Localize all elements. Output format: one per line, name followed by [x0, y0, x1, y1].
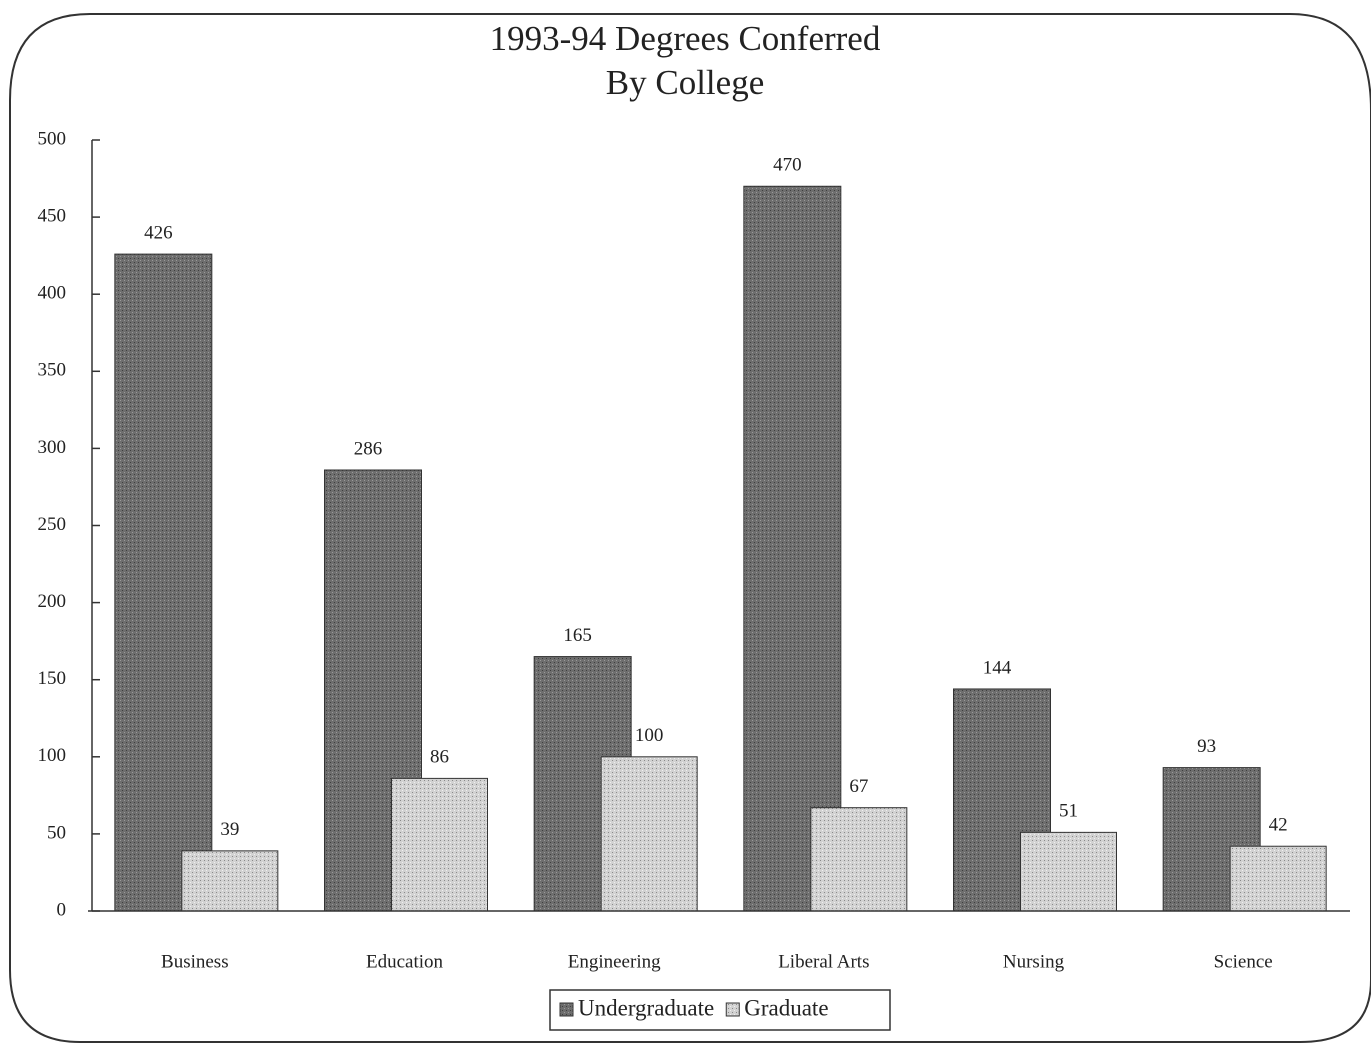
- x-tick-label: Education: [366, 951, 444, 972]
- y-tick-label: 400: [38, 283, 67, 304]
- data-label: 93: [1197, 736, 1216, 757]
- x-tick-label: Nursing: [1003, 951, 1065, 972]
- chart-subtitle: By College: [606, 63, 764, 102]
- chart-title: 1993-94 Degrees Conferred: [490, 19, 881, 58]
- frame: [9, 13, 1371, 1043]
- data-label: 100: [635, 725, 664, 746]
- y-tick-label: 100: [38, 745, 67, 766]
- x-tick-label: Liberal Arts: [778, 951, 869, 972]
- data-label: 67: [849, 776, 868, 797]
- y-tick-label: 450: [38, 205, 67, 226]
- bar: [114, 253, 213, 912]
- x-tick-label: Science: [1214, 951, 1273, 972]
- y-tick-label: 50: [47, 822, 66, 843]
- y-tick-label: 300: [38, 437, 67, 458]
- legend: [549, 989, 891, 1031]
- y-tick-label: 500: [38, 128, 67, 149]
- legend-label: Graduate: [744, 995, 828, 1020]
- bar: [743, 185, 842, 912]
- y-tick-label: 0: [57, 899, 67, 920]
- x-tick-label: Business: [161, 951, 229, 972]
- data-label: 426: [144, 222, 173, 243]
- data-label: 144: [983, 657, 1012, 678]
- data-label: 470: [773, 155, 802, 176]
- bar: [181, 850, 279, 912]
- data-label: 51: [1059, 801, 1078, 822]
- legend-label: Undergraduate: [578, 995, 714, 1020]
- legend-swatch: [559, 1002, 574, 1017]
- data-label: 86: [430, 747, 449, 768]
- data-label: 286: [354, 438, 383, 459]
- y-tick-label: 150: [38, 668, 67, 689]
- x-tick-label: Engineering: [568, 951, 661, 972]
- data-label: 39: [220, 819, 239, 840]
- bar: [810, 807, 908, 912]
- data-label: 165: [563, 625, 592, 646]
- y-tick-label: 250: [38, 514, 67, 535]
- bar: [1020, 831, 1117, 912]
- y-tick-label: 200: [38, 591, 67, 612]
- legend-swatch: [725, 1002, 740, 1017]
- data-label: 42: [1269, 815, 1288, 836]
- bar: [1229, 845, 1327, 912]
- y-tick-label: 350: [38, 360, 67, 381]
- bar: [600, 756, 698, 912]
- bar: [391, 777, 488, 912]
